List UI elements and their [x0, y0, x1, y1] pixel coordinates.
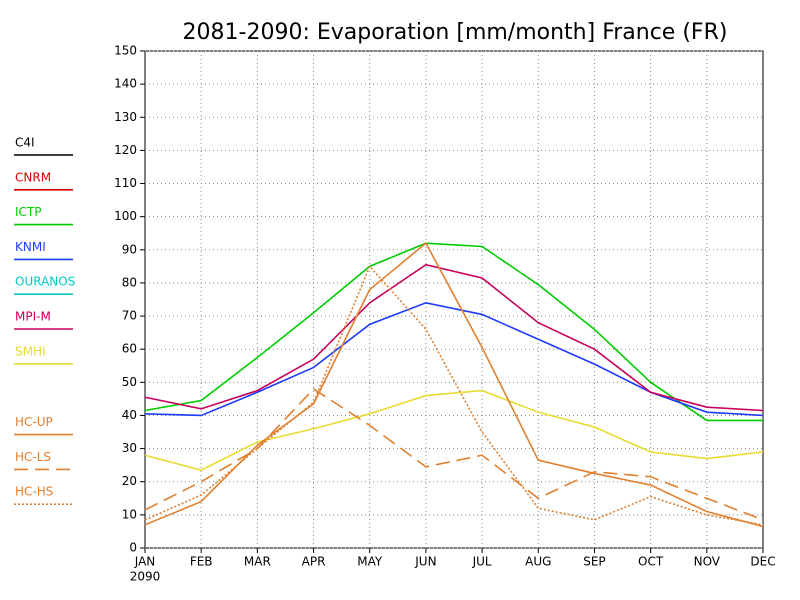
x-tick-label: OCT — [638, 555, 664, 569]
y-tick-label: 140 — [114, 77, 137, 91]
legend-label: OURANOS — [15, 275, 75, 289]
x-tick-label: JUL — [472, 555, 492, 569]
x-tick-label: MAR — [244, 555, 271, 569]
legend-label: C4I — [15, 136, 35, 150]
y-tick-label: 0 — [129, 541, 137, 555]
x-tick-label: NOV — [694, 555, 721, 569]
series-line — [144, 301, 764, 417]
x-tick-label: FEB — [190, 555, 213, 569]
legend-label: MPI-M — [15, 310, 51, 324]
legend-label: KNMI — [15, 240, 46, 254]
series-line — [144, 264, 764, 526]
legend-label: ICTP — [15, 205, 41, 219]
chart-title: 2081-2090: Evaporation [mm/month] France… — [183, 20, 728, 45]
year-label: 2090 — [130, 570, 161, 584]
x-tick-label: JAN — [134, 555, 156, 569]
series-line — [144, 387, 764, 521]
x-tick-label: APR — [302, 555, 326, 569]
x-tick-label: JUN — [414, 555, 436, 569]
y-tick-label: 120 — [114, 143, 137, 157]
x-tick-label: AUG — [525, 555, 551, 569]
series-line — [144, 263, 764, 412]
legend-label: HC-LS — [15, 450, 51, 464]
y-tick-label: 150 — [114, 44, 137, 58]
y-tick-label: 10 — [122, 507, 137, 521]
y-tick-label: 130 — [114, 110, 137, 124]
y-tick-label: 30 — [122, 441, 137, 455]
y-tick-label: 20 — [122, 474, 137, 488]
legend-label: HC-UP — [15, 415, 53, 429]
y-tick-label: 70 — [122, 309, 137, 323]
series-line — [144, 389, 764, 471]
y-tick-label: 90 — [122, 242, 137, 256]
legend-label: SMHI — [15, 344, 46, 358]
y-tick-label: 80 — [122, 275, 137, 289]
x-tick-label: MAY — [357, 555, 383, 569]
x-tick-label: DEC — [750, 555, 775, 569]
y-tick-label: 110 — [114, 176, 137, 190]
x-tick-label: SEP — [583, 555, 605, 569]
plot-frame — [144, 50, 764, 549]
y-tick-label: 100 — [114, 209, 137, 223]
y-tick-label: 40 — [122, 408, 137, 422]
legend-label: HC-HS — [15, 485, 53, 499]
legend-label: CNRM — [15, 170, 51, 184]
y-tick-label: 60 — [122, 342, 137, 356]
series-line — [144, 242, 763, 422]
y-tick-label: 50 — [122, 375, 137, 389]
